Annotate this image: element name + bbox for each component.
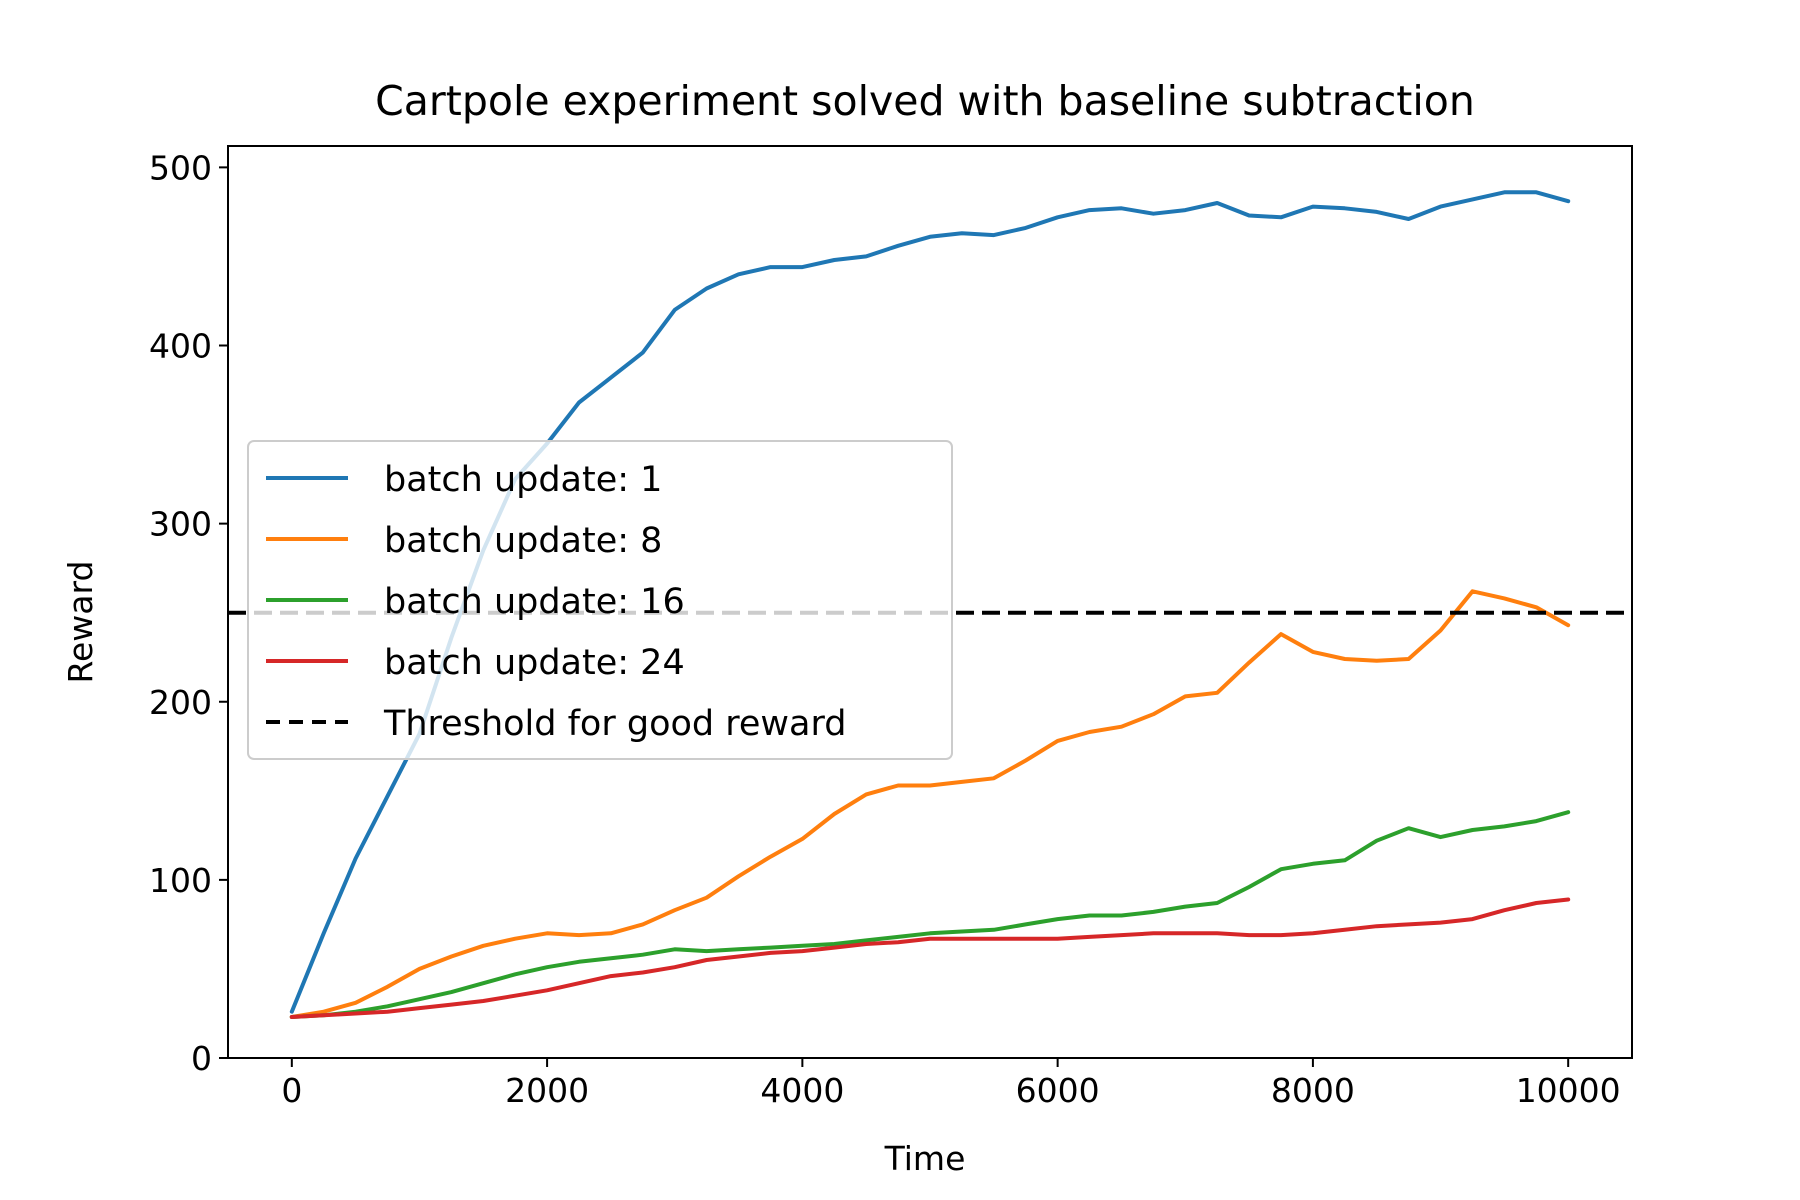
- y-tick-label: 200: [149, 683, 212, 722]
- plot-frame: [227, 145, 1633, 1059]
- y-tick-label: 500: [149, 148, 212, 187]
- y-axis-label: Reward: [61, 561, 100, 684]
- y-tick-label: 100: [149, 861, 212, 900]
- x-tick-label: 10000: [1516, 1071, 1621, 1110]
- y-tick-label: 0: [191, 1039, 212, 1078]
- y-tick-label: 400: [149, 327, 212, 366]
- legend-label-batch-update-1: batch update: 1: [384, 460, 662, 500]
- x-tick-label: 0: [281, 1071, 302, 1110]
- x-axis-label: Time: [884, 1139, 966, 1178]
- series-line-batch-update-8: [289, 589, 1571, 1019]
- legend-label-batch-update-24: batch update: 24: [384, 643, 685, 683]
- legend-box: [247, 440, 953, 760]
- legend-label-batch-update-8: batch update: 8: [384, 521, 662, 561]
- axes: 0 2000 4000 6000 8000 10000 0 100 200 300 400 500: [149, 145, 1633, 1110]
- x-tick-label: 6000: [1016, 1071, 1100, 1110]
- y-tick-label: 300: [149, 505, 212, 544]
- legend: batch update: 1 batch update: 8 batch upda…: [247, 440, 953, 760]
- x-tick-label: 8000: [1271, 1071, 1355, 1110]
- legend-label-threshold-for-good-reward: Threshold for good reward: [383, 704, 846, 744]
- chart-title: Cartpole experiment solved with baseline…: [375, 77, 1475, 125]
- x-tick-label: 2000: [505, 1071, 589, 1110]
- series-line-batch-update-24: [289, 897, 1571, 1019]
- series-line-batch-update-16: [289, 810, 1571, 1019]
- x-tick-label: 4000: [760, 1071, 844, 1110]
- legend-label-batch-update-16: batch update: 16: [384, 582, 685, 622]
